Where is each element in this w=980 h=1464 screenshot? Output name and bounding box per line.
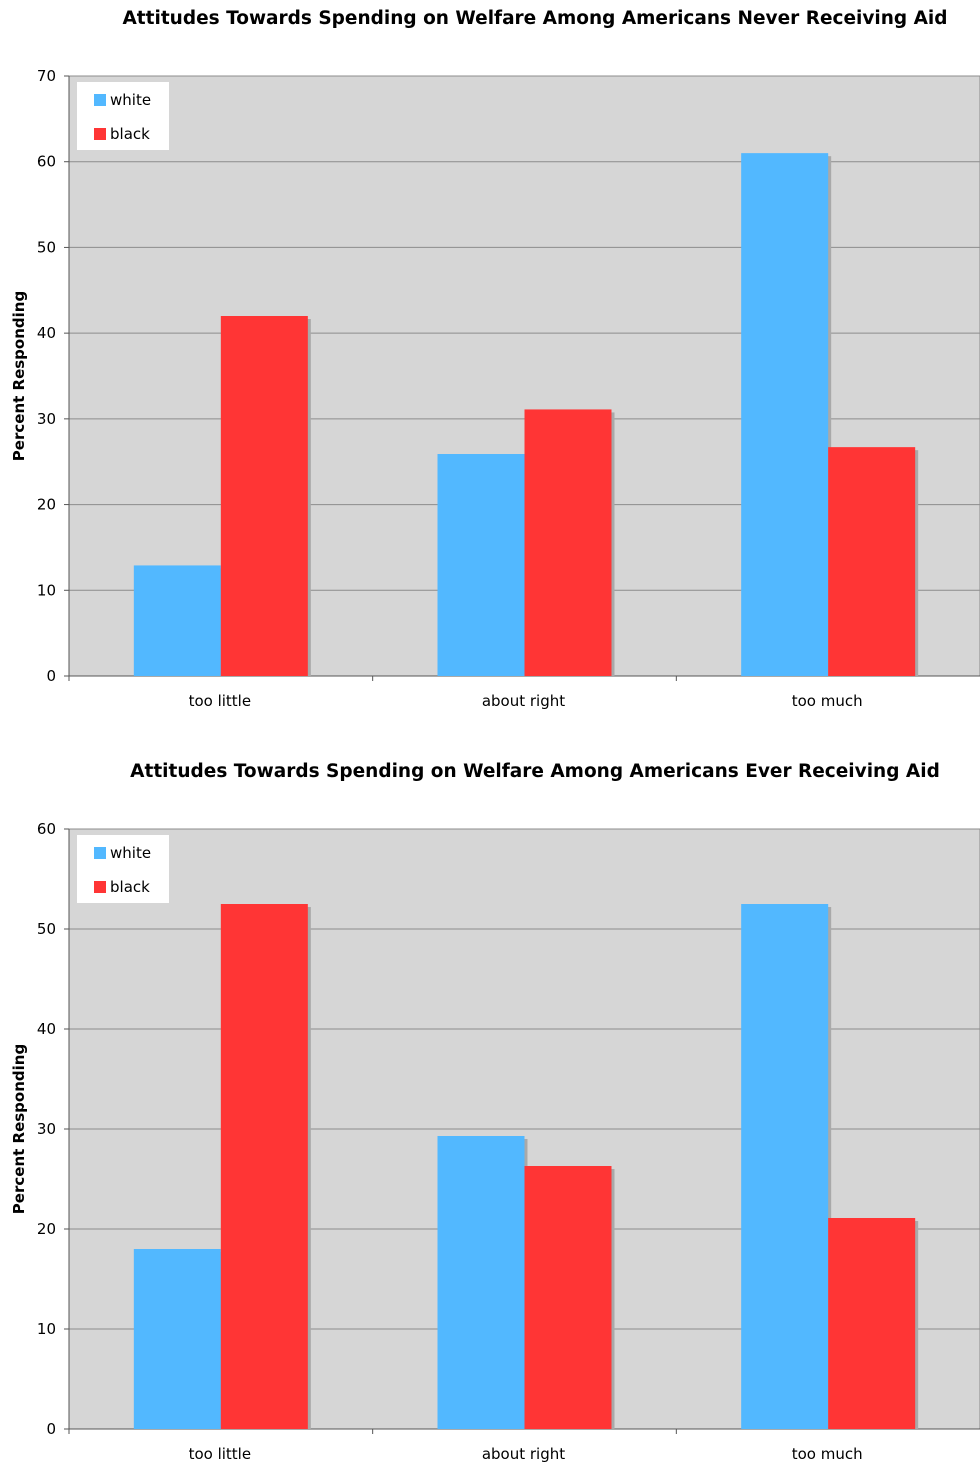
y-tick-label: 40 bbox=[37, 1020, 56, 1038]
legend-label-white: white bbox=[110, 91, 151, 109]
legend-box bbox=[77, 835, 169, 903]
legend-label-black: black bbox=[110, 125, 150, 143]
y-tick-label: 20 bbox=[37, 1220, 56, 1238]
bar-black-too-much bbox=[828, 1218, 916, 1429]
y-tick-label: 70 bbox=[37, 67, 56, 85]
bar-white-too-little bbox=[133, 565, 221, 676]
y-tick-label: 10 bbox=[37, 1320, 56, 1338]
y-tick-label: 0 bbox=[46, 1420, 56, 1438]
x-tick-label: too little bbox=[189, 692, 252, 710]
y-tick-label: 50 bbox=[37, 238, 56, 256]
bar-black-about-right bbox=[524, 409, 612, 676]
y-tick-label: 60 bbox=[37, 820, 56, 838]
legend-box bbox=[77, 82, 169, 150]
x-tick-label: too little bbox=[189, 1445, 252, 1463]
bar-black-too-much bbox=[828, 447, 916, 676]
y-tick-label: 30 bbox=[37, 1120, 56, 1138]
legend-label-white: white bbox=[110, 844, 151, 862]
x-tick-label: about right bbox=[482, 692, 565, 710]
chart-title: Attitudes Towards Spending on Welfare Am… bbox=[122, 8, 947, 29]
x-tick-label: about right bbox=[482, 1445, 565, 1463]
y-axis-label: Percent Responding bbox=[10, 1044, 28, 1214]
bar-black-too-little bbox=[220, 316, 308, 676]
bar-black-too-little bbox=[220, 904, 308, 1429]
legend-label-black: black bbox=[110, 878, 150, 896]
y-tick-label: 50 bbox=[37, 920, 56, 938]
x-tick-label: too much bbox=[792, 692, 863, 710]
legend-swatch-white bbox=[94, 94, 106, 106]
y-tick-label: 0 bbox=[46, 667, 56, 685]
bar-white-about-right bbox=[437, 454, 525, 676]
chart-ever-receiving-aid: Attitudes Towards Spending on Welfare Am… bbox=[10, 761, 980, 1463]
bar-white-about-right bbox=[437, 1136, 525, 1429]
y-tick-label: 30 bbox=[37, 410, 56, 428]
legend-swatch-white bbox=[94, 847, 106, 859]
x-tick-label: too much bbox=[792, 1445, 863, 1463]
chart-title: Attitudes Towards Spending on Welfare Am… bbox=[130, 761, 940, 782]
y-tick-label: 60 bbox=[37, 153, 56, 171]
y-tick-label: 20 bbox=[37, 496, 56, 514]
bar-white-too-much bbox=[741, 153, 829, 677]
bar-black-about-right bbox=[524, 1166, 612, 1429]
chart-never-receiving-aid: Attitudes Towards Spending on Welfare Am… bbox=[10, 8, 980, 710]
y-tick-label: 40 bbox=[37, 324, 56, 342]
legend-swatch-black bbox=[94, 881, 106, 893]
y-axis-label: Percent Responding bbox=[10, 291, 28, 461]
legend: white black bbox=[77, 835, 169, 903]
y-tick-label: 10 bbox=[37, 581, 56, 599]
bar-white-too-much bbox=[741, 904, 829, 1429]
bar-white-too-little bbox=[133, 1249, 221, 1429]
legend-swatch-black bbox=[94, 128, 106, 140]
legend: white black bbox=[77, 82, 169, 150]
